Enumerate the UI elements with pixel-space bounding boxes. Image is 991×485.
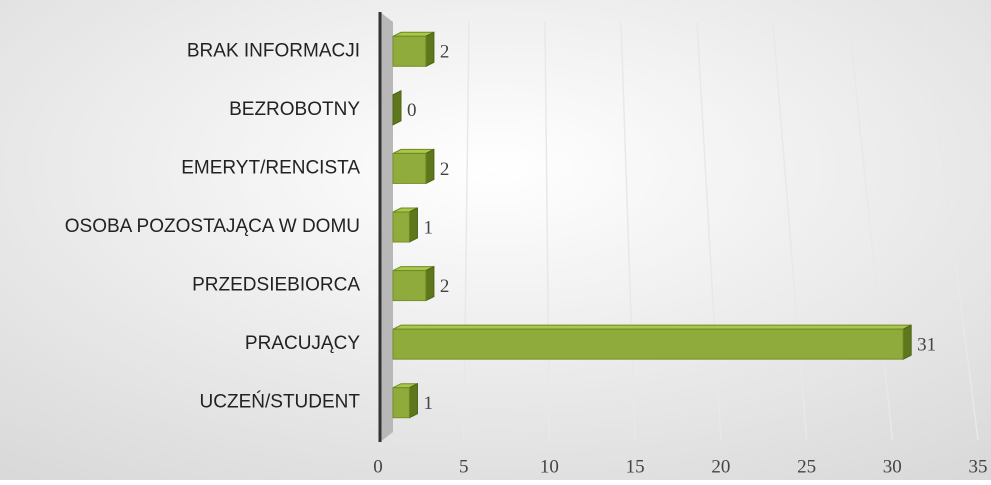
bar [392, 211, 410, 243]
bar-side [408, 382, 418, 419]
y-tick-label: OSOBA POZOSTAJĄCA W DOMU [65, 216, 360, 237]
bar-side [902, 324, 912, 360]
x-tick-label: 25 [797, 456, 816, 477]
bar [392, 328, 904, 360]
data-label: 1 [423, 217, 433, 238]
data-label: 0 [407, 100, 417, 121]
y-tick-label: PRACUJĄCY [245, 333, 360, 354]
data-label: 1 [423, 393, 433, 414]
grid-line [772, 21, 808, 441]
grid-line [620, 21, 636, 441]
x-tick-label: 30 [883, 456, 902, 477]
x-tick-label: 0 [373, 456, 383, 477]
y-tick-label: PRZEDSIEBIORCA [192, 275, 360, 296]
data-label: 2 [440, 42, 450, 63]
x-tick-label: 35 [969, 456, 988, 477]
bar-side [392, 90, 402, 126]
data-label: 2 [440, 276, 450, 297]
bar [392, 35, 427, 67]
bar [392, 387, 410, 419]
side-wall [380, 12, 393, 442]
x-tick-label: 5 [459, 456, 469, 477]
y-tick-label: BRAK INFORMACJI [187, 40, 360, 61]
bar [392, 270, 427, 302]
bar-side [425, 31, 435, 68]
y-tick-label: UCZEŃ/STUDENT [200, 392, 361, 413]
data-label: 31 [917, 335, 936, 356]
y-tick-label: EMERYT/RENCISTA [181, 157, 360, 178]
bar [392, 152, 427, 184]
grid-line [924, 21, 979, 441]
y-tick-label: BEZROBOTNY [229, 99, 360, 120]
x-tick-label: 15 [626, 456, 645, 477]
data-label: 2 [440, 159, 450, 180]
grid-line [462, 21, 470, 441]
bar-side [425, 148, 435, 185]
bar-side [408, 207, 418, 243]
x-tick-label: 20 [711, 456, 730, 477]
x-tick-label: 10 [540, 456, 559, 477]
grid-line [848, 21, 894, 441]
grid-line [544, 21, 551, 441]
grid-line [696, 21, 722, 441]
bar-side [425, 265, 435, 302]
bar-top [392, 324, 912, 330]
